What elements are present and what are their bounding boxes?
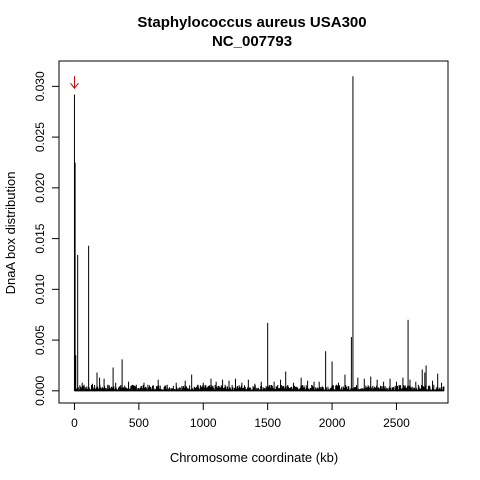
x-tick-label: 1500 xyxy=(254,416,281,430)
plot-box xyxy=(58,60,449,404)
arrow-head-icon xyxy=(70,82,79,89)
y-tick-label: 0.000 xyxy=(33,375,47,405)
x-tick-label: 500 xyxy=(129,416,149,430)
y-axis: 0.000 0.005 0.010 0.015 0.020 0.025 0.030 xyxy=(33,71,60,406)
x-tick-label: 1000 xyxy=(190,416,217,430)
x-axis: 0 500 1000 1500 2000 2500 xyxy=(71,402,410,430)
x-tick-label: 2000 xyxy=(319,416,346,430)
y-axis-label: DnaA box distribution xyxy=(3,172,18,295)
x-tick-label: 2500 xyxy=(383,416,410,430)
y-tick-label: 0.015 xyxy=(33,223,47,253)
y-tick-label: 0.010 xyxy=(33,274,47,304)
annotation-layer xyxy=(70,76,79,89)
y-tick-label: 0.025 xyxy=(33,122,47,152)
x-tick-label: 0 xyxy=(71,416,78,430)
y-tick-label: 0.005 xyxy=(33,325,47,355)
bar-series xyxy=(73,76,445,392)
chart-title-line-2: NC_007793 xyxy=(212,33,292,50)
y-tick-label: 0.030 xyxy=(33,71,47,101)
y-tick-label: 0.020 xyxy=(33,173,47,203)
chart-title-line-1: Staphylococcus aureus USA300 xyxy=(137,14,366,31)
x-axis-label: Chromosome coordinate (kb) xyxy=(170,450,338,465)
